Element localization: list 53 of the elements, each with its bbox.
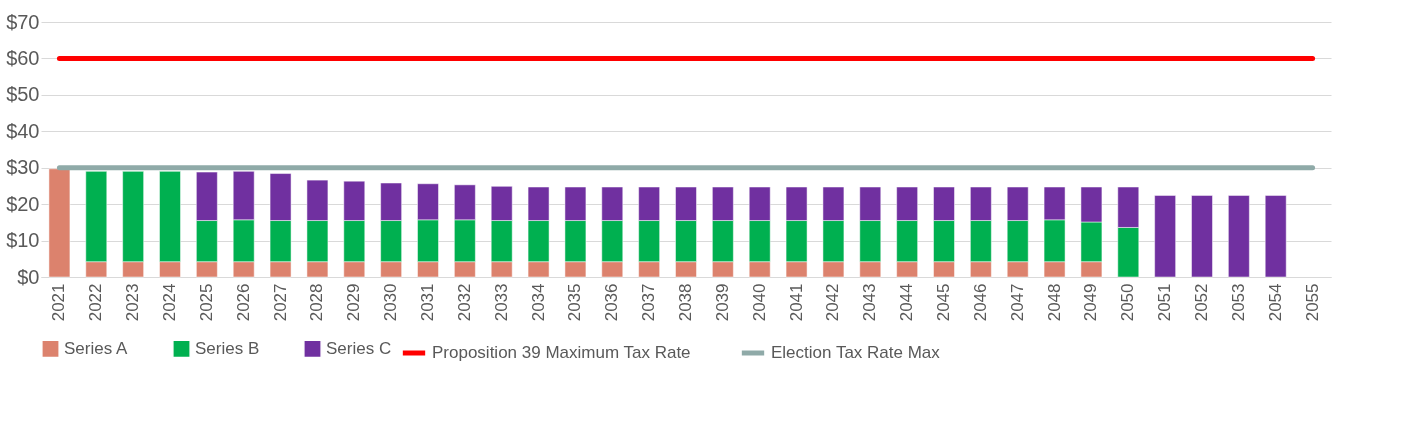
legend-label: Series C [326,338,392,358]
x-tick-label: 2035 [565,283,585,322]
x-tick-label: 2051 [1155,283,1175,322]
y-tick-label: $40 [6,119,40,142]
x-tick-label: 2050 [1118,283,1138,322]
x-tick-label: 2033 [491,283,511,322]
x-tick-label: 2043 [860,283,880,322]
bar [1154,195,1176,278]
x-tick-label: 2054 [1265,283,1285,322]
x-tick-label: 2022 [86,283,106,322]
x-tick-label: 2048 [1044,283,1064,322]
x-tick-label: 2038 [676,283,695,322]
x-tick-label: 2028 [307,283,327,322]
x-tick-label: 2039 [712,283,732,322]
x-tick-label: 2047 [1007,283,1027,322]
x-tick-label: 2023 [123,283,143,322]
x-tick-label: 2052 [1192,283,1211,322]
x-tick-label: 2024 [160,283,179,322]
x-tick-label: 2027 [270,283,290,322]
legend-label: Series B [195,338,260,358]
x-tick-label: 2046 [970,283,990,322]
y-tick-label: $50 [6,83,40,106]
x-tick-label: 2055 [1302,283,1322,322]
x-tick-label: 2042 [823,283,843,322]
x-tick-label: 2026 [233,283,253,322]
x-tick-label: 2044 [897,283,917,322]
x-tick-label: 2031 [418,283,437,322]
legend-label: Series A [64,338,128,358]
y-tick-label: $30 [6,156,40,179]
legend-label: Election Tax Rate Max [771,343,941,362]
x-tick-label: 2045 [934,283,953,322]
y-tick-label: $0 [17,265,40,288]
x-tick-label: 2032 [454,283,474,322]
x-tick-label: 2025 [196,283,216,322]
x-tick-label: 2029 [344,283,364,322]
x-tick-label: 2037 [639,283,659,322]
x-tick-label: 2053 [1228,283,1248,322]
x-tick-label: 2041 [786,283,806,322]
x-tick-label: 2021 [49,283,69,322]
bar [48,168,71,278]
x-tick-label: 2030 [381,283,401,322]
y-tick-label: $10 [6,229,40,252]
y-tick-label: $70 [6,10,40,33]
y-tick-label: $20 [6,192,40,215]
x-tick-label: 2034 [528,283,548,322]
bar [1264,195,1287,278]
x-tick-label: 2040 [749,283,769,322]
y-tick-label: $60 [6,46,40,69]
legend-label: Proposition 39 Maximum Tax Rate [432,343,691,362]
x-tick-label: 2036 [602,283,622,322]
bar [1228,195,1250,278]
bar [1191,195,1213,278]
x-tick-label: 2049 [1081,283,1101,322]
